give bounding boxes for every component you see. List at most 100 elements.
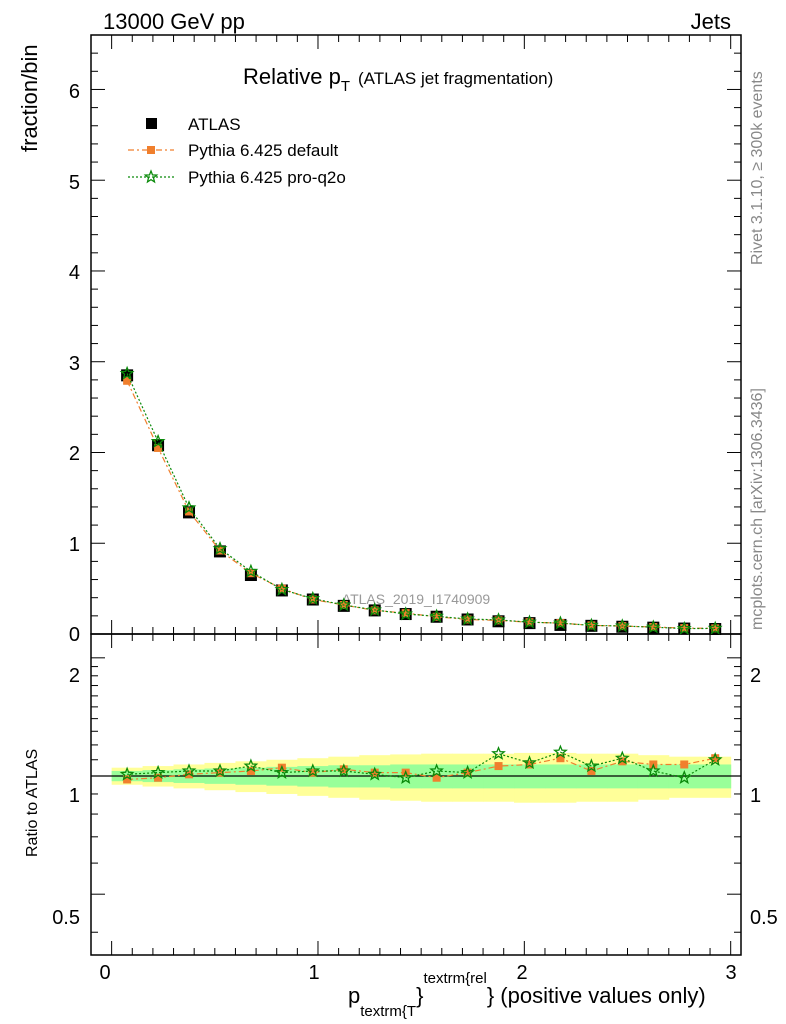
- ratio-default-point: [463, 768, 472, 777]
- default-point: [401, 609, 410, 618]
- pro-q2o-point: [212, 540, 228, 555]
- mcplots-label: mcplots.cern.ch [arXiv:1306.3436]: [749, 388, 766, 630]
- x-axis-label-sub: textrm{T: [360, 1003, 416, 1020]
- ratio-default-point: [494, 762, 503, 771]
- ratio-default-point: [123, 775, 132, 784]
- x-axis-label: ptextrm{T}textrm{rel} (positive values o…: [348, 970, 706, 1020]
- x-tick-label-3: 3: [725, 962, 736, 984]
- pro-q2o-point: [645, 619, 661, 634]
- ratio-pro-q2o-point: [552, 744, 568, 759]
- ratio-default-point: [432, 773, 441, 782]
- default-line: [126, 380, 716, 629]
- default-point: [308, 595, 317, 604]
- ratio-tick-label-0.5-right: 0.5: [750, 907, 778, 929]
- pro-q2o-point: [181, 499, 197, 515]
- chart-title-main: Relative p: [243, 64, 341, 89]
- y-tick-label-4: 4: [69, 262, 80, 284]
- ratio-pro-q2o-point: [491, 745, 506, 760]
- ratio-default-line: [127, 757, 716, 781]
- pro-q2o-point: [676, 620, 692, 635]
- default-point: [556, 619, 565, 628]
- y-tick-label-1: 1: [69, 534, 80, 556]
- ratio-pro-q2o-point: [429, 763, 444, 778]
- ratio-pro-q2o-point: [212, 763, 228, 778]
- pro-q2o-point: [336, 597, 352, 612]
- chart-title: Relative pT (ATLAS jet fragmentation): [243, 64, 553, 95]
- ratio-pro-q2o-point: [460, 764, 475, 779]
- ratio-tick-label-2-left: 2: [69, 665, 80, 687]
- x-tick-label-2: 2: [516, 962, 527, 984]
- default-point: [246, 569, 255, 578]
- ratio-pro-q2o-point: [707, 751, 723, 767]
- default-point: [711, 624, 720, 633]
- default-point: [680, 624, 689, 633]
- x-axis-label-sup: textrm{rel: [423, 970, 486, 987]
- ratio-default-point: [525, 760, 534, 769]
- ratio-bands: [91, 752, 741, 803]
- pro-q2o-point: [305, 590, 321, 605]
- legend-marker-pro-q2o: [143, 169, 159, 184]
- ratio-pro-q2o-point: [274, 764, 290, 779]
- pro-q2o-point: [243, 563, 259, 578]
- default-point: [123, 376, 132, 385]
- legend-label-pro-q2o: Pythia 6.425 pro-q2o: [188, 168, 346, 187]
- ratio-data: [119, 744, 723, 785]
- ratio-pro-q2o-point: [243, 758, 259, 773]
- ratio-default-point: [370, 768, 379, 777]
- rivet-label: Rivet 3.1.10, ≥ 300k events: [749, 71, 766, 265]
- ratio-pro-q2o-point: [367, 766, 383, 781]
- ratio-tick-label-1-right: 1: [750, 785, 761, 807]
- y-tick-label-2: 2: [69, 443, 80, 465]
- ratio-pro-q2o-point: [645, 763, 661, 778]
- ratio-default-point: [308, 768, 317, 777]
- default-point: [432, 612, 441, 621]
- default-point: [154, 443, 163, 452]
- ratio-pro-q2o-point: [119, 766, 135, 781]
- pro-q2o-point: [584, 617, 599, 632]
- x-axis-label-mid: }: [416, 983, 423, 1008]
- x-axis-label-end: } (positive values only): [487, 983, 706, 1008]
- axis-ticks: [90, 35, 741, 955]
- y-tick-label-6: 6: [69, 81, 80, 103]
- y-axis-label: fraction/bin: [17, 44, 42, 152]
- header-left: 13000 GeV pp: [103, 9, 245, 34]
- ratio-pro-q2o-point: [614, 750, 630, 765]
- y-tick-label-5: 5: [69, 172, 80, 194]
- default-point: [185, 507, 194, 516]
- ratio-pro-q2o-point: [305, 763, 321, 778]
- legend-label-default: Pythia 6.425 default: [188, 141, 339, 160]
- ratio-default-point: [339, 765, 348, 774]
- default-point: [277, 584, 286, 593]
- default-point: [215, 546, 224, 555]
- pro-q2o-point: [429, 608, 444, 623]
- default-point: [649, 623, 658, 632]
- ratio-pro-q2o-point: [584, 758, 599, 773]
- ratio-plot-frame: [90, 633, 742, 956]
- ratio-default-point: [711, 754, 720, 763]
- legend: ATLAS Pythia 6.425 default Pythia 6.425 …: [128, 115, 346, 187]
- ratio-pro-q2o-point: [522, 755, 537, 770]
- legend-label-atlas: ATLAS: [188, 115, 241, 134]
- chart-title-sub: T: [341, 78, 350, 95]
- pro-q2o-point: [274, 581, 290, 596]
- ratio-pro-q2o-point: [398, 769, 414, 785]
- analysis-watermark: ATLAS_2019_I1740909: [342, 591, 491, 607]
- main-data: [119, 365, 723, 636]
- pro-q2o-point: [119, 365, 135, 380]
- default-point: [525, 618, 534, 627]
- pro-q2o-line: [126, 373, 716, 630]
- pro-q2o-point: [614, 618, 630, 633]
- ratio-tick-label-1-left: 1: [69, 785, 80, 807]
- ratio-pro-q2o-point: [336, 763, 352, 778]
- pro-q2o-point: [491, 612, 506, 627]
- tick-labels: 0 1 2 3 4 5 6 0.5 1 2 0.5 1 2 0 1 2 3: [52, 81, 778, 984]
- x-tick-label-0: 0: [99, 962, 110, 984]
- pro-q2o-point: [552, 615, 568, 630]
- header-right: Jets: [691, 9, 731, 34]
- y-tick-label-3: 3: [69, 353, 80, 375]
- ratio-default-point: [680, 760, 689, 769]
- x-tick-label-1: 1: [308, 962, 319, 984]
- ratio-pro-q2o-point: [150, 764, 166, 779]
- ratio-pro-q2o-point: [676, 769, 692, 785]
